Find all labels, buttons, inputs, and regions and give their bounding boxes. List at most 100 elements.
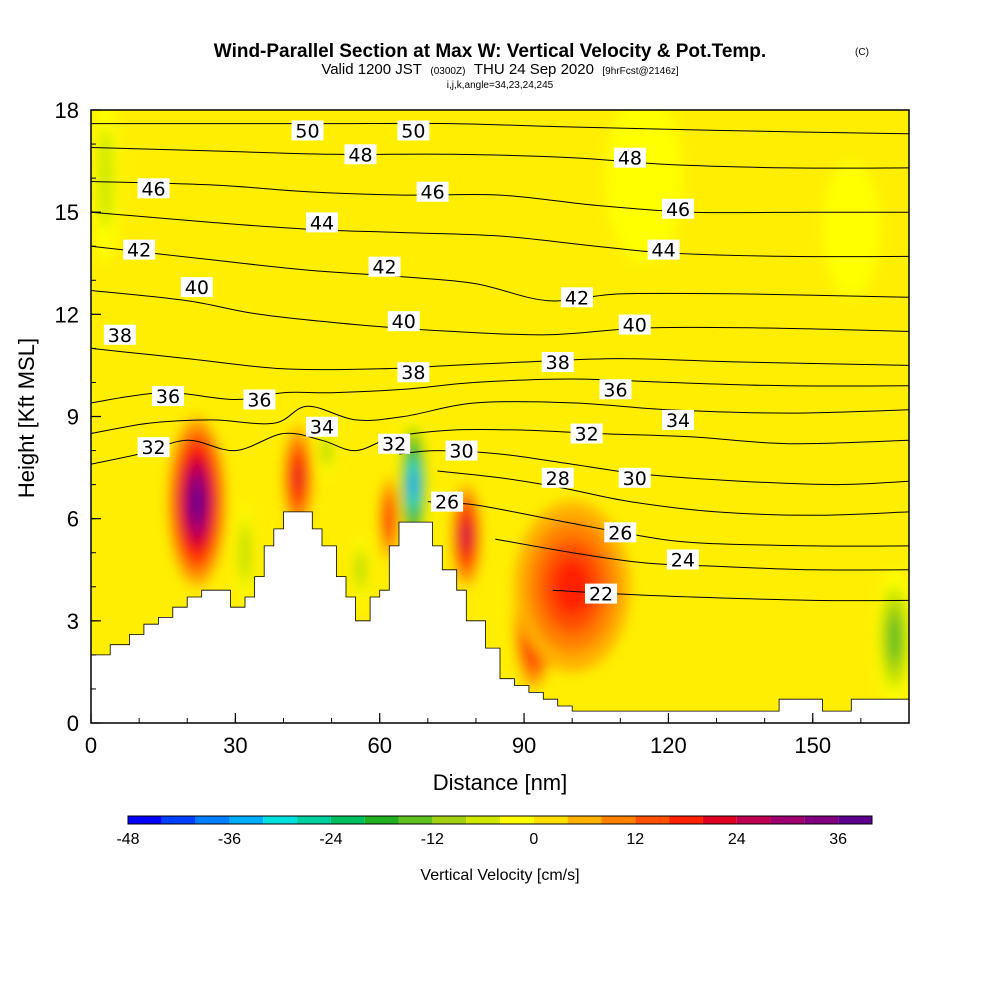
- contour-label-text: 48: [618, 148, 642, 170]
- y-tick-label: 15: [55, 200, 79, 225]
- updraft-core: [293, 463, 302, 492]
- contour-label-48: 48: [344, 144, 377, 166]
- x-axis: 0 30 60 90 120 150: [85, 713, 910, 758]
- y-tick-label: 18: [55, 98, 79, 123]
- contour-label-38: 38: [397, 362, 430, 384]
- plot-area: 50 50 48 48 46 46 46 44 44 42 42 42 40 40 40 38 38 38 36 36…: [91, 110, 909, 723]
- x-tick-label: 30: [223, 733, 247, 758]
- contour-label-46: 46: [416, 181, 449, 204]
- contour-label-text: 32: [382, 434, 406, 456]
- contour-label-text: 46: [421, 182, 445, 204]
- theta-contour-34: [91, 401, 909, 434]
- colorbar: -48 -36 -24 -12 0 12 24 36: [116, 815, 873, 848]
- contour-label-box: [604, 522, 637, 543]
- contour-label-42: 42: [368, 256, 401, 279]
- contour-label-box: [662, 409, 695, 430]
- colorbar-swatch: [364, 816, 399, 824]
- colorbar-swatch: [567, 816, 602, 824]
- colorbar-tick-label: 24: [728, 831, 746, 848]
- x-tick-label: 90: [512, 733, 536, 758]
- contour-label-34: 34: [662, 409, 695, 432]
- colorbar-tick-label: -24: [319, 831, 342, 848]
- colorbar-frame: [127, 815, 873, 825]
- theta-contour-38: [91, 347, 909, 371]
- contour-label-box: [291, 120, 324, 141]
- contour-label-text: 26: [435, 492, 459, 514]
- colorbar-tick-label: -12: [421, 831, 444, 848]
- contour-label-box: [666, 549, 699, 570]
- x-tick-label: 120: [650, 733, 687, 758]
- contour-label-34: 34: [305, 416, 338, 439]
- contour-label-box: [431, 491, 464, 512]
- contour-label-box: [445, 440, 478, 461]
- colorbar-tick-label: -36: [218, 831, 241, 848]
- colorbar-swatch: [770, 816, 805, 824]
- colorbar-swatch: [838, 816, 872, 824]
- contour-label-box: [103, 324, 136, 345]
- x-axis-label: Distance [nm]: [433, 770, 568, 795]
- contour-label-text: 34: [666, 410, 690, 432]
- contour-label-24: 24: [666, 549, 699, 572]
- colorbar-swatch: [263, 816, 298, 824]
- contour-label-38: 38: [103, 324, 136, 347]
- contour-label-text: 38: [546, 352, 570, 374]
- colorbar-swatch: [398, 816, 433, 824]
- contour-label-text: 50: [295, 120, 319, 142]
- theta-contour-44: [91, 211, 909, 258]
- downdraft-core: [323, 438, 330, 463]
- theta-contour-36: [91, 378, 909, 404]
- contour-label-box: [123, 239, 156, 260]
- colorbar-swatch: [195, 816, 230, 824]
- colorbar-swatch: [736, 816, 771, 824]
- y-axis: 0 3 6 9 12 15 18: [55, 98, 101, 736]
- colorbar-label: Vertical Velocity [cm/s]: [420, 867, 579, 884]
- contour-label-30: 30: [618, 467, 651, 490]
- contour-label-48: 48: [613, 147, 646, 170]
- contour-label-text: 32: [575, 424, 599, 446]
- y-tick-label: 0: [67, 711, 79, 736]
- colorbar-swatch: [804, 816, 839, 824]
- y-tick-label: 12: [55, 302, 79, 327]
- colorbar-swatch: [669, 816, 703, 824]
- downdraft-core: [411, 474, 416, 495]
- contour-label-text: 42: [565, 287, 589, 309]
- contour-label-box: [397, 362, 430, 383]
- contour-label-36: 36: [243, 389, 276, 411]
- colorbar-swatch: [432, 816, 467, 824]
- updraft-core: [552, 558, 592, 616]
- contour-label-36: 36: [151, 386, 184, 408]
- contour-label-box: [305, 212, 338, 233]
- downdraft-core: [888, 615, 901, 661]
- contour-label-text: 50: [401, 120, 425, 142]
- chart-title: Wind-Parallel Section at Max W: Vertical…: [214, 41, 766, 62]
- contour-label-text: 26: [608, 522, 632, 544]
- contour-label-box: [599, 379, 632, 400]
- contour-label-32: 32: [378, 433, 411, 456]
- contour-label-box: [368, 256, 401, 277]
- theta-contour-46: [91, 181, 909, 214]
- contour-label-box: [560, 287, 593, 308]
- colorbar-swatch: [128, 816, 162, 824]
- colorbar-swatch: [601, 816, 636, 824]
- contour-label-box: [137, 178, 170, 199]
- contour-label-box: [618, 314, 651, 335]
- contour-label-box: [305, 416, 338, 437]
- subtitle-valid-time: Valid 1200 JST: [321, 61, 422, 78]
- contour-label-box: [585, 583, 618, 604]
- contour-label-box: [416, 181, 449, 202]
- colorbar-tick-label: 12: [626, 831, 644, 848]
- contour-label-40: 40: [180, 277, 213, 299]
- updraft-core: [462, 523, 470, 548]
- colorbar-swatch: [229, 816, 264, 824]
- contour-label-box: [344, 144, 377, 165]
- velocity-field: [91, 110, 909, 706]
- contour-label-box: [541, 467, 574, 488]
- colorbar-swatch: [635, 816, 670, 824]
- contour-label-text: 42: [372, 257, 396, 279]
- contour-label-box: [151, 386, 184, 407]
- contour-label-text: 42: [127, 240, 151, 262]
- chart-subtitle: Valid 1200 JST (0300Z) THU 24 Sep 2020 […: [321, 61, 679, 78]
- colorbar-swatch: [330, 816, 365, 824]
- terrain-mask: [91, 511, 909, 723]
